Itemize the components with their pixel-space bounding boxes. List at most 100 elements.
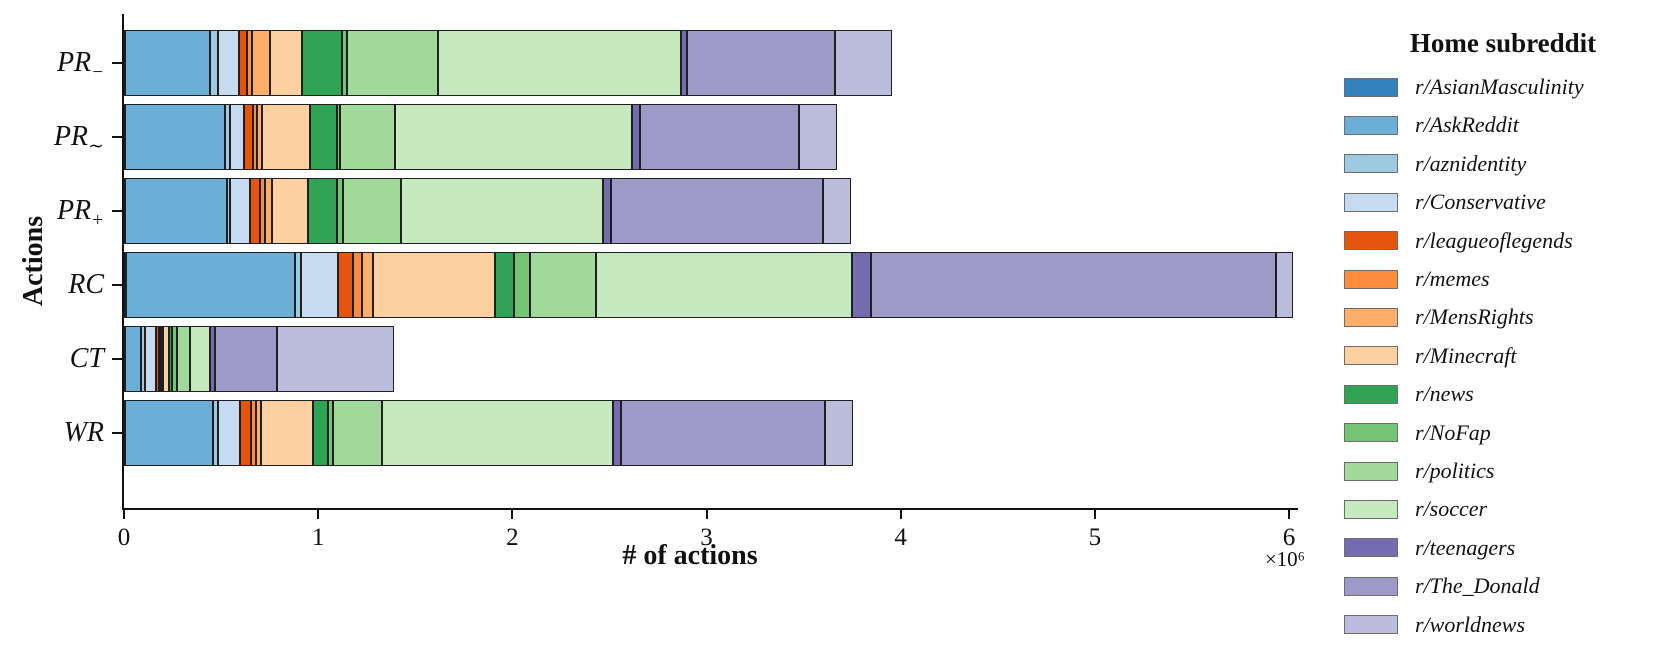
bar-segment xyxy=(852,251,871,318)
legend-swatch xyxy=(1344,576,1398,596)
bar-segment xyxy=(209,29,219,96)
bar-segment xyxy=(250,399,257,466)
bar-segment xyxy=(798,103,837,170)
bar-segment xyxy=(313,399,329,466)
x-tick-label: 5 xyxy=(1088,524,1102,551)
legend-label: r/worldnews xyxy=(1415,611,1526,637)
y-tick-label-text: RC xyxy=(68,268,104,300)
legend-label: r/news xyxy=(1415,381,1474,407)
bar-segment xyxy=(294,251,302,318)
x-tick-label: 6 xyxy=(1282,524,1296,551)
legend: Home subreddit r/AsianMasculinity r/AskRe… xyxy=(1340,28,1660,637)
x-axis-offset-text: ×10⁶ xyxy=(1264,547,1305,571)
legend-entry: r/NoFap xyxy=(1344,418,1491,448)
legend-entry: r/AsianMasculinity xyxy=(1344,72,1584,102)
bar-segment xyxy=(686,29,835,96)
bar-segment xyxy=(218,29,240,96)
legend-label: r/AsianMasculinity xyxy=(1415,74,1584,99)
x-tick xyxy=(1288,510,1290,519)
legend-label: r/Minecraft xyxy=(1415,342,1517,368)
legend-swatch xyxy=(1344,538,1398,558)
y-tick-label-subscript: + xyxy=(91,209,104,231)
y-tick-label: PR+ xyxy=(0,194,104,238)
bar-segment xyxy=(328,399,334,466)
legend-entry: r/The_Donald xyxy=(1344,571,1540,601)
bar-segment xyxy=(190,325,211,392)
legend-title: Home subreddit xyxy=(1409,28,1597,58)
bar-segment xyxy=(227,177,231,244)
legend-entry: r/worldnews xyxy=(1344,610,1525,640)
x-tick xyxy=(1093,510,1096,519)
bar-segment xyxy=(124,29,210,96)
bar-segment xyxy=(251,29,271,96)
y-tick xyxy=(112,209,122,212)
bar-segment xyxy=(124,325,142,392)
y-tick-label-text: PR xyxy=(53,120,89,152)
x-axis-title: # of actions xyxy=(622,540,758,571)
bar-segment xyxy=(352,251,363,318)
x-tick-label: 1 xyxy=(311,524,325,551)
bar-segment xyxy=(125,251,295,318)
bar-segment xyxy=(631,103,641,170)
legend-label: r/soccer xyxy=(1415,496,1488,522)
legend-entry: r/leagueoflegends xyxy=(1344,226,1573,256)
bar-segment xyxy=(243,103,253,170)
y-tick xyxy=(112,357,122,360)
bar-segment xyxy=(640,103,799,170)
bar-segment xyxy=(218,399,240,466)
x-tick xyxy=(317,510,320,519)
legend-swatch xyxy=(1344,384,1398,404)
legend-entry: r/Conservative xyxy=(1344,187,1546,217)
y-tick-label: WR xyxy=(0,416,104,450)
legend-swatch xyxy=(1344,77,1398,97)
y-tick-label-text: PR xyxy=(56,194,92,226)
bar-segment xyxy=(341,29,348,96)
legend-entry: r/Minecraft xyxy=(1344,341,1516,371)
bar-segment xyxy=(169,325,172,392)
y-tick-label-text: WR xyxy=(63,416,104,448)
y-tick-label-text: CT xyxy=(69,342,104,374)
bar-segment xyxy=(124,177,228,244)
legend-swatch xyxy=(1344,154,1398,174)
bar-segment xyxy=(1275,251,1294,318)
y-tick-label: CT xyxy=(0,342,104,376)
bar-segment xyxy=(256,399,262,466)
bar-segment xyxy=(602,177,611,244)
bar-segment xyxy=(171,325,177,392)
bar-segment xyxy=(610,177,824,244)
bar-segment xyxy=(239,399,251,466)
bar-segment xyxy=(612,399,621,466)
bar-segment xyxy=(834,29,892,96)
bar-segment xyxy=(596,251,853,318)
bar-segment xyxy=(224,103,230,170)
bar-segment xyxy=(338,251,353,318)
legend-entry: r/memes xyxy=(1344,264,1490,294)
bar-segment xyxy=(340,103,395,170)
bar-segment xyxy=(333,399,383,466)
x-tick xyxy=(899,510,902,519)
x-tick xyxy=(123,510,125,519)
bar-segment xyxy=(229,103,244,170)
legend-label: r/politics xyxy=(1415,458,1495,483)
bar-segment xyxy=(176,325,191,392)
legend-label: r/teenagers xyxy=(1415,534,1516,560)
legend-label: r/MensRights xyxy=(1415,304,1534,330)
bar-segment xyxy=(362,251,374,318)
bar-segment xyxy=(824,399,854,466)
bar-segment xyxy=(301,29,342,96)
bar-segment xyxy=(249,177,260,244)
bar-segment xyxy=(252,103,258,170)
bar-segment xyxy=(156,325,159,392)
bar-segment xyxy=(620,399,825,466)
legend-entry: r/MensRights xyxy=(1344,302,1534,332)
bar-segment xyxy=(124,103,225,170)
bar-segment xyxy=(277,325,394,392)
bar-segment xyxy=(259,177,265,244)
bar-segment xyxy=(239,29,248,96)
x-tick xyxy=(511,510,514,519)
bar-segment xyxy=(394,103,632,170)
bar-segment xyxy=(301,251,339,318)
legend-entry: r/soccer xyxy=(1344,494,1487,524)
bar-segment xyxy=(271,177,309,244)
legend-swatch xyxy=(1344,231,1398,251)
